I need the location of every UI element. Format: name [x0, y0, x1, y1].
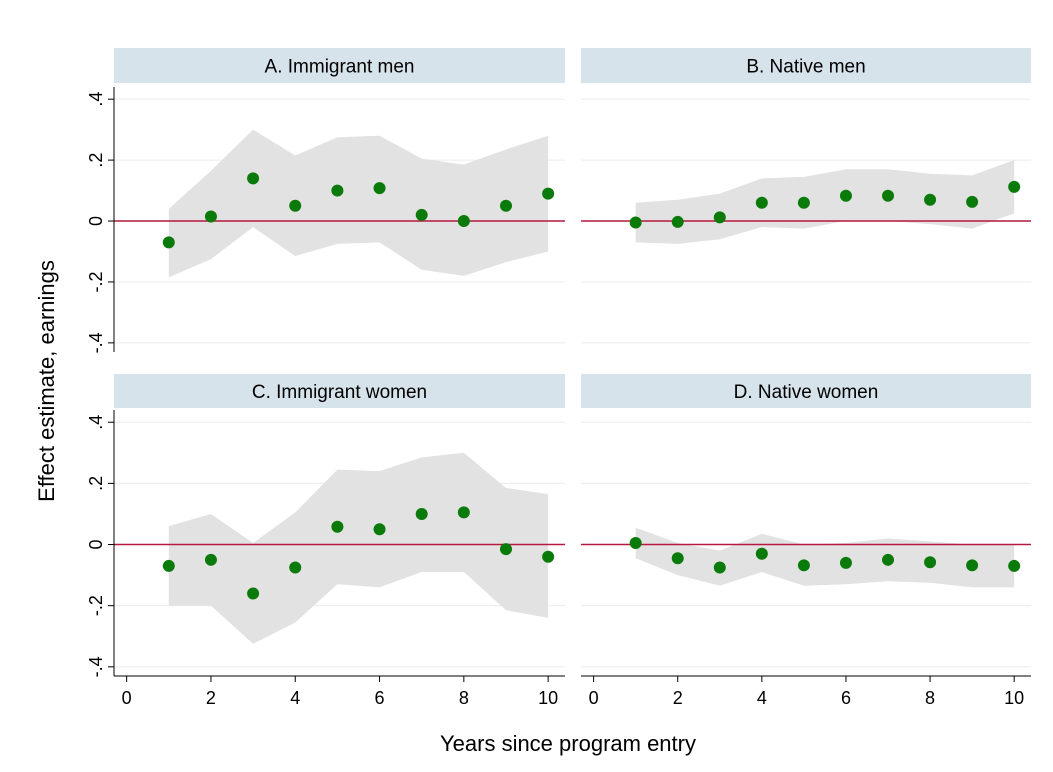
y-tick-label: -.4: [86, 656, 106, 677]
data-point: [755, 196, 768, 209]
y-tick-label: .4: [86, 92, 106, 107]
data-point: [457, 215, 470, 228]
data-point: [247, 172, 260, 185]
panel-title: A. Immigrant men: [265, 57, 415, 78]
y-tick-label: 0: [86, 216, 106, 226]
x-tick-label: 6: [841, 688, 851, 708]
data-point: [457, 506, 470, 519]
data-point: [415, 208, 428, 221]
y-tick-label: 0: [86, 540, 106, 550]
confidence-band: [168, 129, 549, 278]
panel-header: [581, 374, 1031, 408]
x-tick-label: 8: [459, 688, 469, 708]
x-tick-label: 4: [290, 688, 300, 708]
y-axis-title: Effect estimate, earnings: [34, 260, 59, 502]
data-point: [289, 199, 302, 212]
panel-d: D. Native women 0 2 4 6 8 10: [581, 374, 1031, 708]
data-point: [499, 199, 512, 212]
y-tick-label: -.2: [86, 595, 106, 616]
data-point: [204, 210, 217, 223]
panel-header: [581, 48, 1031, 83]
data-point: [882, 553, 895, 566]
data-point: [204, 553, 217, 566]
data-point: [289, 561, 302, 574]
confidence-band: [635, 160, 1015, 244]
data-point: [162, 236, 175, 249]
y-tick-label: .2: [86, 476, 106, 491]
data-point: [629, 537, 642, 549]
data-point: [542, 187, 555, 200]
x-axis-title: Years since program entry: [440, 731, 696, 756]
panel-header: [114, 374, 565, 408]
data-point: [542, 550, 555, 563]
panel-header: [114, 48, 565, 83]
panel-b: B. Native men: [581, 48, 1031, 344]
data-point: [755, 547, 768, 560]
x-tick-label: 10: [1004, 688, 1024, 708]
x-tick-label: 2: [206, 688, 216, 708]
data-point: [966, 559, 979, 572]
confidence-band: [635, 527, 1015, 588]
panel-title: C. Immigrant women: [252, 382, 427, 403]
data-point: [924, 556, 937, 569]
data-point: [713, 561, 726, 574]
y-tick-label: -.2: [86, 271, 106, 292]
data-point: [671, 215, 684, 228]
data-point: [797, 559, 810, 572]
x-tick-label: 2: [673, 688, 683, 708]
data-point: [331, 184, 344, 197]
data-point: [247, 587, 260, 600]
data-point: [671, 552, 684, 565]
y-tick-label: .4: [86, 415, 106, 430]
data-point: [629, 216, 642, 229]
data-point: [966, 195, 979, 208]
panel-a: A. Immigrant men -.4 -.2 0 .2 .4: [86, 48, 565, 353]
data-point: [331, 520, 344, 533]
data-point: [1008, 180, 1021, 193]
x-tick-label: 8: [925, 688, 935, 708]
data-point: [839, 189, 852, 202]
x-tick-label: 4: [757, 688, 767, 708]
data-point: [415, 507, 428, 520]
data-point: [797, 196, 810, 209]
x-tick-label: 0: [122, 688, 132, 708]
data-point: [373, 523, 386, 536]
x-tick-label: 6: [375, 688, 385, 708]
panel-title: B. Native men: [746, 57, 865, 78]
data-point: [882, 189, 895, 202]
data-point: [162, 559, 175, 572]
panel-title: D. Native women: [734, 382, 879, 403]
panel-c: C. Immigrant women -.4 -.2 0 .2 .4 0 2 4 6 8 10: [86, 374, 565, 708]
x-tick-label: 10: [538, 688, 558, 708]
confidence-band: [168, 452, 549, 644]
y-tick-label: .2: [86, 153, 106, 168]
y-tick-label: -.4: [86, 332, 106, 353]
data-point: [713, 211, 726, 224]
data-point: [1008, 559, 1021, 572]
data-point: [373, 182, 386, 195]
data-point: [839, 556, 852, 569]
x-tick-label: 0: [589, 688, 599, 708]
data-point: [499, 543, 512, 556]
data-point: [924, 193, 937, 206]
